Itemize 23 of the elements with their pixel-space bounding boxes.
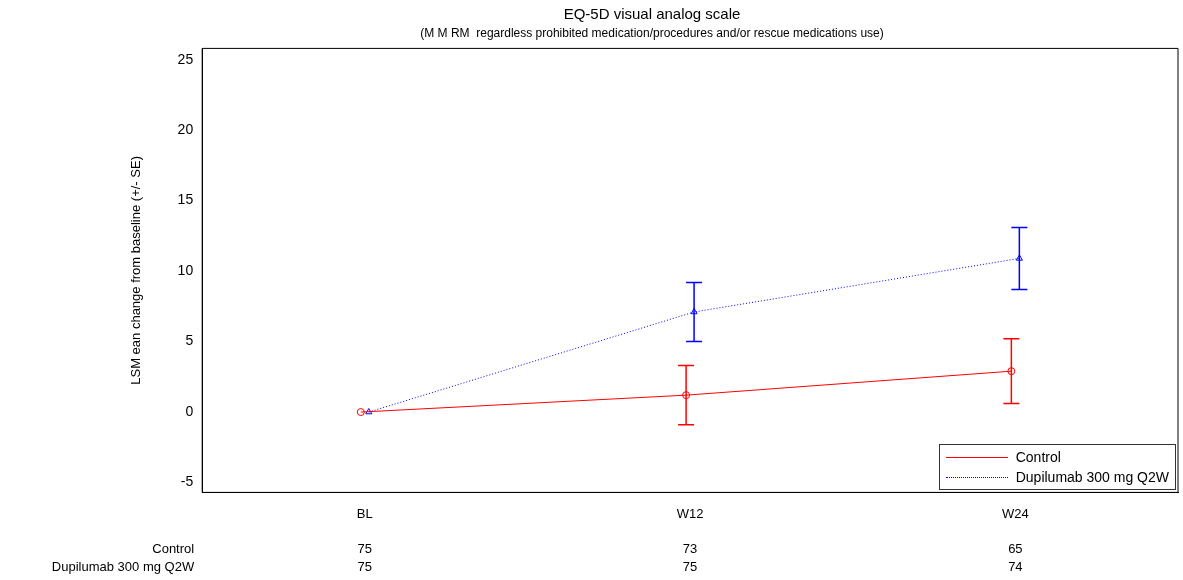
y-tick-label: 10	[177, 261, 194, 278]
legend-label: Control	[1015, 449, 1061, 466]
chart-title: EQ-5D visual analog scale	[563, 5, 741, 23]
y-tick-label: 25	[177, 50, 194, 67]
text: 65	[1008, 541, 1023, 556]
text: 75	[682, 559, 698, 574]
text: 74	[1008, 559, 1023, 574]
y-tick-label: -5	[180, 473, 194, 490]
x-tick-label: W24	[1001, 505, 1029, 521]
text: 73	[682, 541, 698, 556]
y-tick-label: 20	[177, 121, 194, 138]
chart-subtitle: (M M RM regardless prohibited medication/procedures and/or rescue medications use)	[420, 25, 884, 40]
x-tick-label: W12	[676, 505, 704, 521]
y-tick-label: 15	[177, 191, 194, 208]
y-tick-label: 0	[185, 402, 194, 419]
text: 75	[357, 559, 373, 574]
y-tick-label: 5	[185, 332, 194, 349]
x-tick-label: BL	[356, 505, 373, 521]
text: Control	[152, 541, 195, 556]
legend-label: Dupilumab 300 mg Q2W	[1015, 469, 1169, 486]
y-axis-title: LSM ean change from baseline (+/- SE)	[128, 156, 144, 385]
text: Dupilumab 300 mg Q2W	[51, 559, 195, 574]
text: 75	[357, 541, 373, 556]
